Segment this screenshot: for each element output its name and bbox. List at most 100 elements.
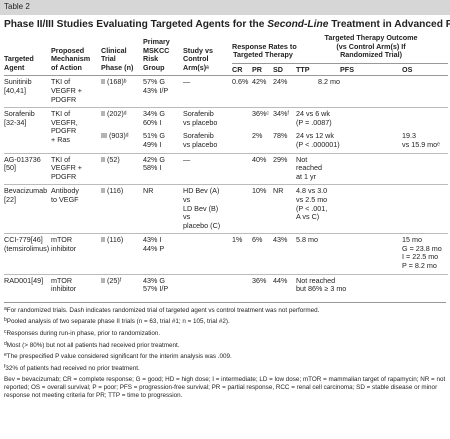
- cell-line: 43% G: [143, 275, 165, 285]
- pfs-cell: 24 vs 12 wk (P < .000001): [296, 130, 402, 153]
- cell-line: 34%ᶠ: [273, 109, 290, 119]
- cell-line: 43%: [273, 235, 288, 245]
- mechanism-cell: mTOR inhibitor: [51, 233, 101, 275]
- cell-line: II (116): [101, 235, 124, 245]
- phase-cell: II (116): [101, 184, 143, 234]
- mechanism-cell: Antibody to VEGF: [51, 184, 101, 234]
- table-row: Bevacizumab [22] Antibody to VEGF II (116) NR…: [4, 184, 449, 234]
- cell-line: [40,41]: [4, 85, 26, 95]
- cell-line: MSKCC: [143, 45, 170, 55]
- group-header: Targeted Therapy Outcome (vs Control Arm(…: [296, 33, 449, 64]
- cell-line: G = 23.8 mo: [402, 243, 442, 253]
- agent-cell: Sorafenib [32-34]: [4, 107, 51, 154]
- cell-line: Primary: [143, 37, 170, 46]
- cell-line: 24%: [273, 77, 288, 87]
- column-header: Study vs Control Arm(s)ᵃ: [183, 33, 232, 77]
- cell-line: vs: [183, 212, 191, 222]
- cell-line: Sorafenib: [183, 109, 214, 119]
- cell-line: A vs C): [296, 212, 320, 222]
- cell-line: VEGFR +: [51, 85, 82, 95]
- column-header: PR: [252, 63, 273, 77]
- cell-line: (vs Control Arm(s) If: [336, 41, 406, 51]
- phase-cell: III (903)ᵈ: [101, 130, 143, 153]
- study-cell: [183, 273, 232, 297]
- pr-cell: 2%: [252, 130, 273, 153]
- title-start: Phase II/III Studies Evaluating Targeted…: [4, 19, 268, 30]
- cell-line: placebo (C): [183, 220, 221, 230]
- footnote-text: Pooled analysis of two separate phase II…: [6, 318, 230, 326]
- cell-line: RAD001[49]: [4, 275, 44, 285]
- pr-cell: 36%: [252, 273, 273, 297]
- footnote: bPooled analysis of two separate phase I…: [4, 317, 446, 326]
- cr-cell: 1%: [232, 233, 252, 275]
- cell-line: 36%ᶜ: [252, 109, 269, 119]
- os-cell: [402, 184, 449, 234]
- cell-line: Bevacizumab: [4, 186, 48, 196]
- cell-line: NR: [143, 186, 154, 196]
- ttp-cell: Not reached at 1 yr: [296, 152, 341, 185]
- cell-line: Not reached: [296, 275, 336, 285]
- cell-line: vs placebo: [183, 139, 218, 149]
- cell-line: 43% I: [143, 235, 162, 245]
- sd-cell: 29%: [273, 152, 297, 185]
- pfs-cell: [340, 233, 403, 275]
- table-row: Sorafenib [32-34] TKI of VEGFR, PDGFR + Ras II…: [4, 107, 449, 154]
- footnote-mark: d: [4, 340, 7, 347]
- cell-line: [22]: [4, 194, 16, 204]
- sd-cell: 78%: [273, 130, 296, 153]
- footnote: cResponses during run-in phase, prior to…: [4, 329, 446, 338]
- cell-line: II (116): [101, 186, 124, 196]
- cell-line: [50]: [4, 163, 16, 173]
- cell-line: 34% G: [143, 109, 165, 119]
- sd-cell: 24%: [273, 75, 297, 108]
- table-row: III (903)ᵈ 51% G 49% I Sorafenib vs placebo 2…: [4, 130, 448, 153]
- cell-line: Randomized Trial): [340, 50, 402, 60]
- table-title: Phase II/III Studies Evaluating Targeted…: [0, 15, 450, 33]
- column-header: Clinical Trial Phase (n): [101, 33, 143, 77]
- phase-cell: II (202)ᵈ: [101, 107, 143, 131]
- cell-line: vs: [183, 194, 191, 204]
- title-end: Treatment in Advanced RCC: [331, 19, 450, 30]
- cr-cell: [232, 152, 252, 185]
- cell-line: vs 2.5 mo: [296, 194, 328, 204]
- cell-line: Not: [296, 154, 308, 164]
- footnote-text: Most (> 80%) but not all patients had re…: [6, 341, 180, 349]
- risk-cell: 51% G 49% I: [143, 130, 183, 153]
- cell-line: Agent: [4, 62, 25, 72]
- column-header: CR: [232, 63, 252, 77]
- cell-line: NR: [273, 186, 284, 196]
- cell-line: 0.6%: [232, 77, 249, 87]
- cell-line: Group: [143, 62, 165, 72]
- cell-line: 42% G: [143, 154, 165, 164]
- footnotes: aFor randomized trials. Dash indicates r…: [4, 301, 446, 399]
- cell-line: II (168)ᵇ: [101, 77, 127, 87]
- cell-line: to VEGF: [51, 194, 79, 204]
- cell-line: Targeted Therapy Outcome: [324, 33, 418, 42]
- footnote: dMost (> 80%) but not all patients had r…: [4, 341, 446, 350]
- os-cell: [402, 75, 449, 108]
- cell-line: 1%: [232, 235, 243, 245]
- cell-line: Phase (n): [101, 62, 134, 72]
- cell-line: 57% I/P: [143, 284, 169, 294]
- footnote-mark: f: [4, 363, 6, 370]
- footnote-text: Responses during run-in phase, prior to …: [6, 330, 161, 338]
- risk-cell: NR: [143, 184, 183, 234]
- cell-line: CR: [232, 64, 243, 74]
- risk-cell: 42% G 58% I: [143, 152, 183, 185]
- study-cell: Sorafenib vs placebo: [183, 107, 232, 131]
- phase-cell: II (168)ᵇ: [101, 75, 143, 108]
- footnote: eThe prespecified P value considered sig…: [4, 352, 446, 361]
- cell-line: 5.8 mo: [296, 235, 318, 245]
- cell-line: II (52): [101, 154, 120, 164]
- cell-line: 40%: [252, 154, 267, 164]
- cr-cell: [232, 130, 252, 153]
- cell-line: Control: [183, 54, 209, 64]
- pr-cell: 40%: [252, 152, 273, 185]
- study-cell: HD Bev (A) vs LD Bev (B) vs placebo (C): [183, 184, 232, 234]
- cell-line: at 1 yr: [296, 171, 316, 181]
- pfs-cell: [340, 273, 403, 297]
- cell-line: reached: [296, 163, 322, 173]
- footnote-text: For randomized trials. Dash indicates ra…: [6, 306, 320, 314]
- cell-line: 51% G: [143, 131, 165, 141]
